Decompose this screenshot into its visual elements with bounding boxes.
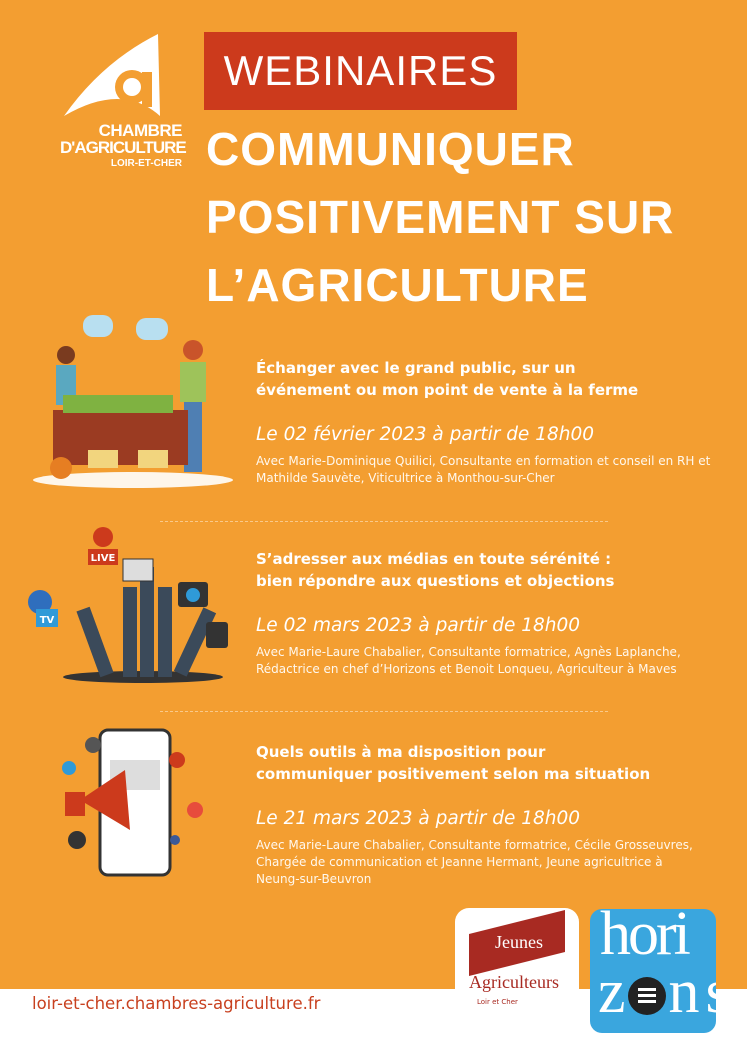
horizons-line-1: hori — [600, 909, 691, 968]
organizer-line-2: D'AGRICULTURE — [60, 138, 187, 157]
session-1: Échanger avec le grand public, sur un év… — [256, 357, 736, 487]
organizer-name: CHAMBRE D'AGRICULTURE LOIR-ET-CHER — [60, 121, 187, 169]
organizer-line-3: LOIR-ET-CHER — [110, 158, 182, 169]
ja-line-1: Jeunes — [495, 932, 543, 952]
ja-line-3: Loir et Cher — [477, 998, 518, 1006]
session-2-speakers: Avec Marie-Laure Chabalier, Consultante … — [256, 645, 681, 676]
webinaires-badge: WEBINAIRES — [204, 32, 517, 110]
session-1-heading: Échanger avec le grand public, sur un év… — [256, 359, 639, 399]
title-line-2: POSITIVEMENT SUR — [206, 191, 675, 243]
organizer-line-1: CHAMBRE — [98, 121, 183, 140]
separator — [160, 711, 608, 712]
chambre-agriculture-logo-icon — [64, 34, 160, 116]
horizons-logo: hori zons — [590, 909, 716, 1033]
social-media-phone-illustration — [62, 728, 203, 877]
title-line-3: L’AGRICULTURE — [206, 259, 589, 311]
ja-line-2: Agriculteurs — [469, 972, 559, 992]
session-2-heading: S’adresser aux médias en toute sérénité … — [256, 550, 615, 590]
session-3-heading: Quels outils à ma disposition pour commu… — [256, 743, 651, 783]
media-microphones-illustration: LIVE TV — [28, 527, 228, 683]
session-3-speakers: Avec Marie-Laure Chabalier, Consultante … — [256, 838, 693, 886]
session-3: Quels outils à ma disposition pour commu… — [256, 741, 736, 888]
session-2: S’adresser aux médias en toute sérénité … — [256, 548, 736, 678]
live-label: LIVE — [91, 553, 116, 564]
session-2-date: Le 02 mars 2023 à partir de 18h00 — [256, 615, 581, 636]
tv-label: TV — [40, 615, 55, 626]
footer-website-link[interactable]: loir-et-cher.chambres-agriculture.fr — [32, 994, 321, 1013]
title-line-1: COMMUNIQUER — [206, 123, 575, 175]
market-stall-illustration — [33, 315, 233, 488]
jeunes-agriculteurs-logo: Jeunes Agriculteurs Loir et Cher — [455, 908, 579, 1032]
menu-circle-icon — [628, 977, 666, 1015]
session-1-speakers: Avec Marie-Dominique Quilici, Consultant… — [256, 454, 711, 485]
separator — [160, 521, 608, 522]
session-1-date: Le 02 février 2023 à partir de 18h00 — [256, 424, 595, 445]
session-3-date: Le 21 mars 2023 à partir de 18h00 — [256, 808, 581, 829]
